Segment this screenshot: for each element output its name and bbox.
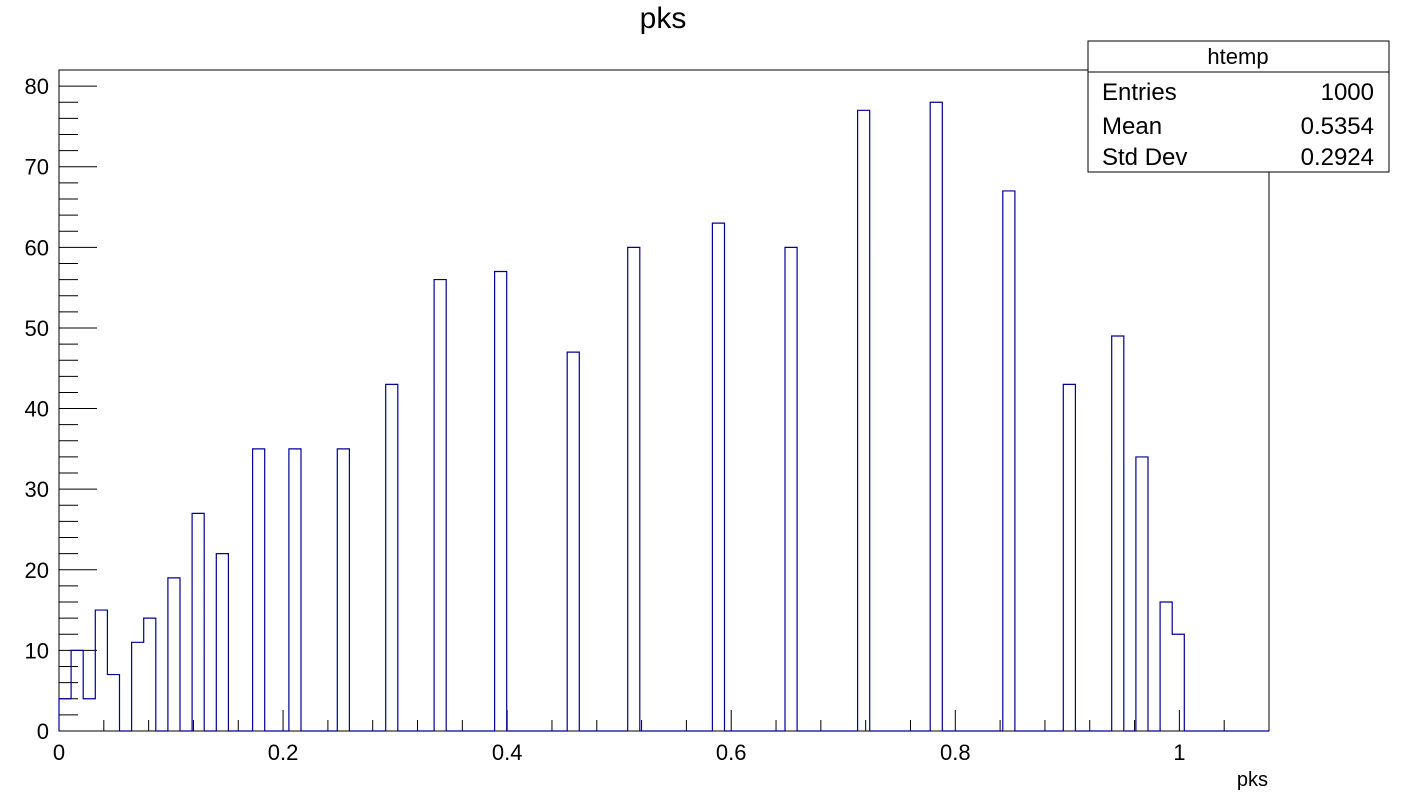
stats-entries-value: 1000: [1321, 79, 1374, 106]
y-tick-label: 60: [25, 235, 49, 260]
histogram-bin: [216, 554, 228, 731]
y-tick-label: 70: [25, 155, 49, 180]
y-tick-label: 30: [25, 477, 49, 502]
x-tick-label: 0.8: [940, 740, 971, 765]
histogram-bin: [83, 699, 95, 731]
histogram-bin: [107, 675, 119, 731]
chart-title: pks: [640, 2, 687, 35]
y-tick-label: 80: [25, 74, 49, 99]
histogram-bin: [495, 272, 507, 731]
histogram-bin: [253, 449, 265, 731]
histogram-bin: [168, 578, 180, 731]
x-tick-label: 0.6: [716, 740, 747, 765]
histogram-bars: [58, 101, 1269, 732]
histogram-bin: [1172, 634, 1184, 731]
y-tick-label: 10: [25, 638, 49, 663]
histogram-bin: [712, 223, 724, 731]
histogram-bin: [930, 102, 942, 731]
histogram-bin: [628, 247, 640, 731]
histogram-bin: [1136, 457, 1148, 731]
histogram-bin: [132, 642, 144, 731]
y-tick-label: 40: [25, 397, 49, 422]
x-tick-label: 0.2: [268, 740, 299, 765]
y-tick-label: 20: [25, 558, 49, 583]
histogram-bin: [567, 352, 579, 731]
x-tick-label: 0: [53, 740, 65, 765]
histogram-bin: [386, 384, 398, 731]
histogram-bin: [71, 650, 83, 731]
histogram-bin: [434, 280, 446, 731]
histogram-bin: [1003, 191, 1015, 731]
x-tick-label: 1: [1173, 740, 1185, 765]
histogram-bin: [95, 610, 107, 731]
stats-entries-label: Entries: [1102, 79, 1177, 106]
x-axis: 0 0.2 0.4 0.6 0.8 1: [53, 710, 1270, 765]
stats-stddev-label: Std Dev: [1102, 144, 1187, 171]
histogram-bin: [1160, 602, 1172, 731]
stats-stddev-value: 0.2924: [1301, 144, 1374, 171]
stats-box-title: htemp: [1207, 44, 1268, 69]
histogram-bin: [289, 449, 301, 731]
histogram-bin: [144, 618, 156, 731]
histogram-bin: [1112, 336, 1124, 731]
histogram-outline: [58, 101, 1269, 732]
stats-mean-value: 0.5354: [1301, 113, 1374, 140]
x-tick-label: 0.4: [492, 740, 523, 765]
y-tick-label: 50: [25, 316, 49, 341]
stats-box-frame: [1087, 40, 1390, 173]
stats-box: htemp Entries 1000 Mean 0.5354 Std Dev 0…: [1087, 40, 1390, 173]
x-axis-label: pks: [1237, 769, 1268, 791]
histogram-bin: [337, 449, 349, 731]
histogram-bin: [785, 247, 797, 731]
histogram-bin: [1063, 384, 1075, 731]
stats-mean-label: Mean: [1102, 113, 1162, 140]
histogram-bin: [192, 513, 204, 731]
y-axis: 0 10 20 30 40 50 60 70 80: [25, 74, 97, 744]
y-tick-label: 0: [37, 719, 49, 744]
histogram-bin: [858, 110, 870, 731]
